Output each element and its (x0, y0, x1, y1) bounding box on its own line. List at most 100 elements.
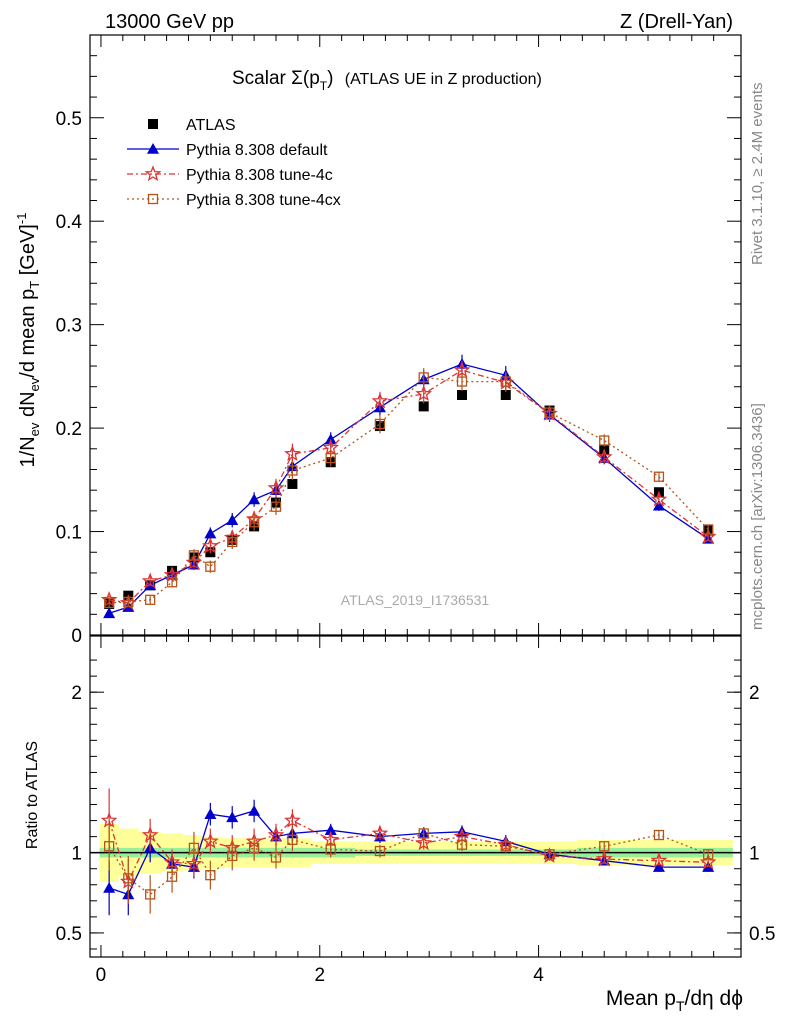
series-1-ratio-point (185, 855, 203, 872)
series-2-point (374, 418, 386, 430)
series-2-ratio-point (456, 839, 468, 850)
series-1-ratio-point (650, 851, 668, 868)
plot-title-sub: T (320, 79, 328, 93)
legend-atlas-marker (148, 119, 158, 129)
series-0-ratio-point (226, 811, 239, 823)
series-1-point (595, 448, 613, 465)
legend-series-marker (144, 165, 162, 182)
legend-series-label: Pythia 8.308 tune-4cx (186, 192, 341, 209)
y-tick-label: 0 (71, 626, 82, 647)
ratio-tick-label: 2 (71, 683, 82, 704)
series-1-point (141, 572, 159, 589)
series-0-line (108, 363, 709, 614)
series-2-point (188, 550, 200, 561)
series-2-point (270, 501, 282, 512)
rivet-label: Rivet 3.1.10, ≥ 2.4M events (749, 83, 766, 266)
series-2-ratio-point (205, 869, 216, 881)
x-axis-label: Mean pT/dη dϕ (606, 987, 743, 1014)
plot-title-close: ) (327, 68, 333, 89)
ratio-y-label: Ratio to ATLAS (24, 741, 41, 849)
legend-atlas-label: ATLAS (186, 117, 236, 134)
series-2-ratio-point (270, 852, 282, 863)
series-2-ratio-point (418, 828, 429, 839)
atlas-point (457, 390, 467, 400)
series-0-point (324, 433, 337, 445)
series-2-point (500, 376, 511, 387)
series-0-point (204, 527, 217, 539)
series-2-point (456, 376, 468, 387)
series-2-ratio-point (145, 889, 156, 900)
series-1-point (650, 490, 668, 507)
y-tick-label: 0.5 (56, 109, 82, 130)
series-2-point (653, 471, 665, 482)
x-tick-label: 2 (314, 965, 325, 986)
series-2-point (123, 596, 134, 608)
series-2-ratio-point (227, 850, 238, 862)
main-panel: 0 0.1 0.2 0.3 0.4 0.5 (56, 34, 742, 957)
series-2-point (248, 517, 260, 528)
series-2-point (418, 372, 429, 383)
series-2-point (166, 577, 178, 588)
legend-series-marker (147, 143, 159, 154)
series-1-point (202, 537, 219, 554)
ratio-tick-label: 0.5 (56, 924, 82, 945)
series-1-ratio-point (371, 824, 389, 841)
series-2-ratio-point (287, 834, 298, 845)
header-right: Z (Drell-Yan) (620, 11, 733, 33)
series-2-point (703, 524, 714, 535)
main-frame (89, 34, 742, 636)
series-1-ratio-point (267, 826, 285, 843)
series-1-point (284, 445, 301, 462)
x-tick-label: 0 (96, 965, 107, 986)
series-2-ratio-point (325, 844, 336, 855)
ratio-frame (89, 635, 742, 958)
series-0-point (652, 499, 665, 511)
series-0-ratio-point (103, 881, 116, 893)
series-0-ratio-point (248, 804, 261, 816)
series-2-ratio-point (703, 849, 714, 860)
series-2-point (103, 597, 115, 609)
series-2-ratio-point (103, 841, 115, 852)
legend-series-marker (147, 193, 159, 205)
series-2-ratio-point (500, 841, 511, 852)
series-2-point (599, 435, 610, 446)
y-tick-label: 0.1 (56, 523, 82, 544)
series-2-ratio-point (188, 842, 200, 854)
plot-title-main: Scalar Σ(p (232, 68, 320, 89)
legend: ATLAS Pythia 8.308 default Pythia 8.308 tu… (127, 117, 341, 209)
atlas-point (418, 401, 429, 412)
mcplots-label: mcplots.cern.ch [arXiv:1306.3436] (749, 403, 766, 630)
y-tick-label: 0.3 (56, 316, 82, 337)
atlas-point (500, 390, 511, 400)
svg-text:1/Nev dNev/d mean pT [GeV]-1: 1/Nev dNev/d mean pT [GeV]-1 (14, 213, 42, 468)
series-2-ratio-point (653, 829, 665, 841)
legend-series-label: Pythia 8.308 default (186, 142, 328, 159)
series-1-ratio-point (202, 832, 219, 849)
series-1-ratio-point (284, 811, 301, 828)
atlas-point (287, 478, 298, 489)
y-tick-label: 0.2 (56, 419, 82, 440)
series-0-point (248, 493, 261, 505)
series-1-ratio-point (595, 850, 613, 867)
series-0-ratio-point (652, 861, 665, 872)
series-1-ratio-point (699, 853, 717, 870)
series-1-point (371, 392, 389, 409)
ratio-panel: 0 2 4 0.5 0.5 1 1 2 2 (56, 635, 775, 986)
series-2-ratio-point (544, 849, 555, 860)
plot-title-suffix: (ATLAS UE in Z production) (345, 71, 542, 88)
series-1-ratio-point (141, 826, 159, 843)
series-2-ratio-point (599, 841, 610, 852)
watermark: ATLAS_2019_I1736531 (341, 592, 490, 608)
series-2-point (287, 465, 298, 476)
ratio-tick-label: 1 (71, 844, 82, 865)
series-1-point (415, 385, 433, 402)
y-axis-label: 1/Nev dNev/d mean pT [GeV]-1 (14, 213, 42, 468)
x-tick-label: 4 (533, 965, 544, 986)
series-0-ratio-point (324, 824, 337, 836)
series-0-point (103, 607, 116, 619)
header-left: 13000 GeV pp (105, 11, 234, 33)
series-2-ratio-point (123, 873, 134, 884)
legend-series-label: Pythia 8.308 tune-4c (186, 167, 333, 184)
series-1-point (267, 479, 285, 496)
y-tick-label: 0.4 (56, 212, 83, 233)
